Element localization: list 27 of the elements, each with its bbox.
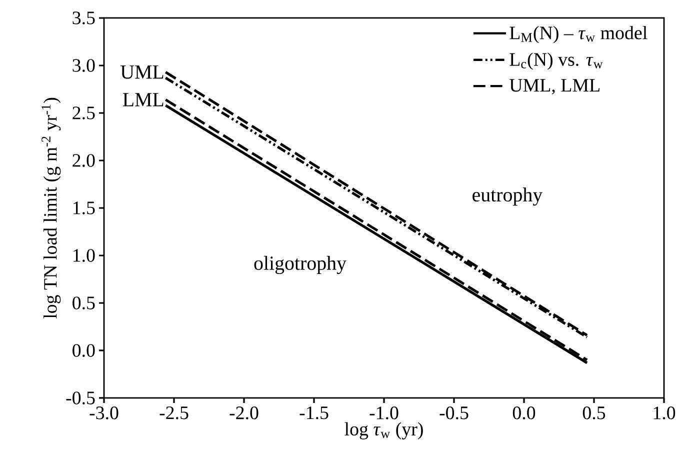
annotation: UML xyxy=(120,66,164,79)
y-tick-label: 3.5 xyxy=(72,12,95,24)
legend-label: UML, LML xyxy=(510,79,600,94)
x-tick-label: 0.5 xyxy=(582,406,606,420)
y-tick-label: 2.5 xyxy=(72,106,95,120)
y-tick-label: 1.5 xyxy=(74,202,95,214)
x-tick-label: 1.0 xyxy=(654,406,676,420)
y-tick-label: -0.5 xyxy=(66,392,95,404)
y-tick-label: 2.0 xyxy=(72,154,95,167)
x-tick-label: -2.5 xyxy=(160,406,188,420)
y-tick-label: 0.0 xyxy=(72,344,95,357)
x-tick-label: -1.5 xyxy=(300,406,328,420)
x-tick-label: -1.0 xyxy=(370,406,398,420)
y-axis-title: log TN load limit (g m$^{-2}$ yr$^{-1}$) xyxy=(42,98,61,319)
x-tick-label: -0.5 xyxy=(440,406,468,420)
y-tick-label: 1.0 xyxy=(74,249,95,262)
y-tick-label: 3.0 xyxy=(72,59,95,72)
annotation: oligotrophy xyxy=(254,256,346,274)
x-tick-label: 0.0 xyxy=(512,406,536,420)
x-tick-label: -2.0 xyxy=(230,406,258,420)
annotation: LML xyxy=(122,93,164,106)
x-tick-label: -3.0 xyxy=(90,406,118,420)
legend-label: L$_{M}$(N) – τ$_{w}$ model xyxy=(510,26,648,44)
legend-label: L$_{c}$(N) vs. τ$_{w}$ xyxy=(510,52,603,70)
y-tick-label: 0.5 xyxy=(72,296,95,310)
annotation: eutrophy xyxy=(472,188,543,206)
x-axis-title: log τ$_{w}$ (yr) xyxy=(344,422,423,440)
